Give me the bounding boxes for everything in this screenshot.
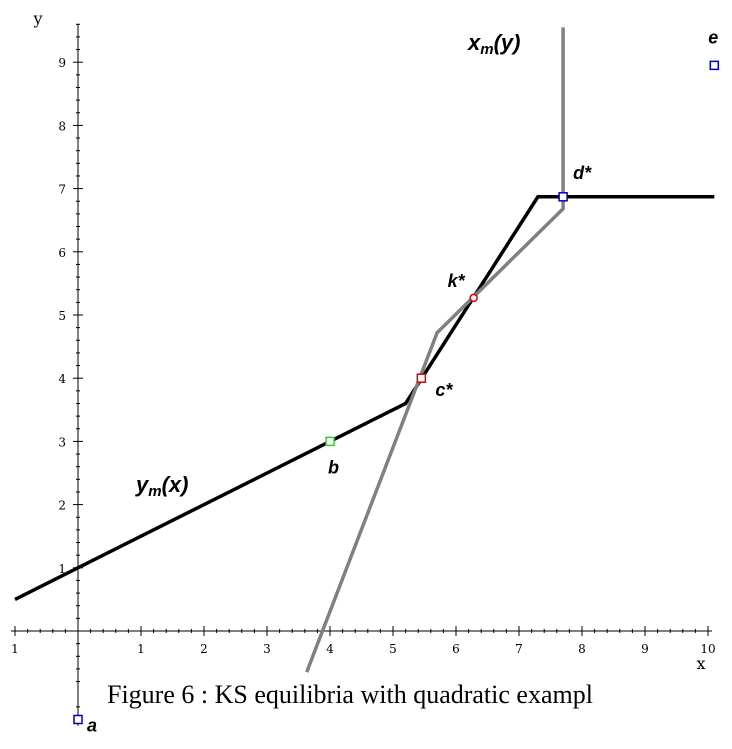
- series-label: ym(x): [135, 472, 188, 500]
- x-tick-label: 6: [452, 642, 460, 656]
- y-tick-label: 5: [58, 309, 66, 323]
- x-tick-label: 1: [11, 642, 19, 656]
- x-tick-label: 2: [200, 642, 208, 656]
- y-axis-label: y: [32, 9, 42, 28]
- x-tick-label: 3: [263, 642, 271, 656]
- point-label: k*: [448, 271, 466, 291]
- x-tick-label: 5: [389, 642, 397, 656]
- y-tick-label: 7: [58, 183, 66, 197]
- point-marker: [469, 293, 478, 303]
- x-tick-label: 1: [137, 642, 145, 656]
- series-label: xm(y): [467, 30, 520, 58]
- y-tick-label: 4: [58, 372, 66, 386]
- series-line: [305, 27, 565, 673]
- y-tick-label: 9: [58, 56, 66, 70]
- point-marker: [73, 714, 83, 725]
- x-tick-label: 4: [326, 642, 334, 656]
- x-tick-label: 7: [515, 642, 523, 656]
- point-label: a: [87, 715, 97, 735]
- point-marker: [709, 60, 720, 71]
- x-tick-label: 8: [578, 642, 586, 656]
- point-label: e: [708, 27, 718, 47]
- x-axis-label: x: [696, 654, 705, 673]
- point-marker: [325, 436, 335, 447]
- y-tick-label: 3: [58, 435, 66, 449]
- point-label: b: [328, 457, 339, 477]
- y-tick-label: 8: [58, 119, 66, 133]
- point-label: d*: [573, 163, 592, 183]
- x-tick-label: 9: [641, 642, 649, 656]
- y-tick-label: 6: [58, 246, 66, 260]
- point-marker: [558, 192, 568, 202]
- y-tick-label: 2: [58, 499, 66, 513]
- y-tick-label: 1: [58, 562, 66, 576]
- series-line: [14, 195, 715, 601]
- point-marker: [416, 373, 427, 383]
- figure-caption: Figure 6 : KS equilibria with quadratic …: [107, 680, 593, 709]
- point-label: c*: [435, 380, 453, 400]
- x-tick-label: 10: [700, 642, 715, 656]
